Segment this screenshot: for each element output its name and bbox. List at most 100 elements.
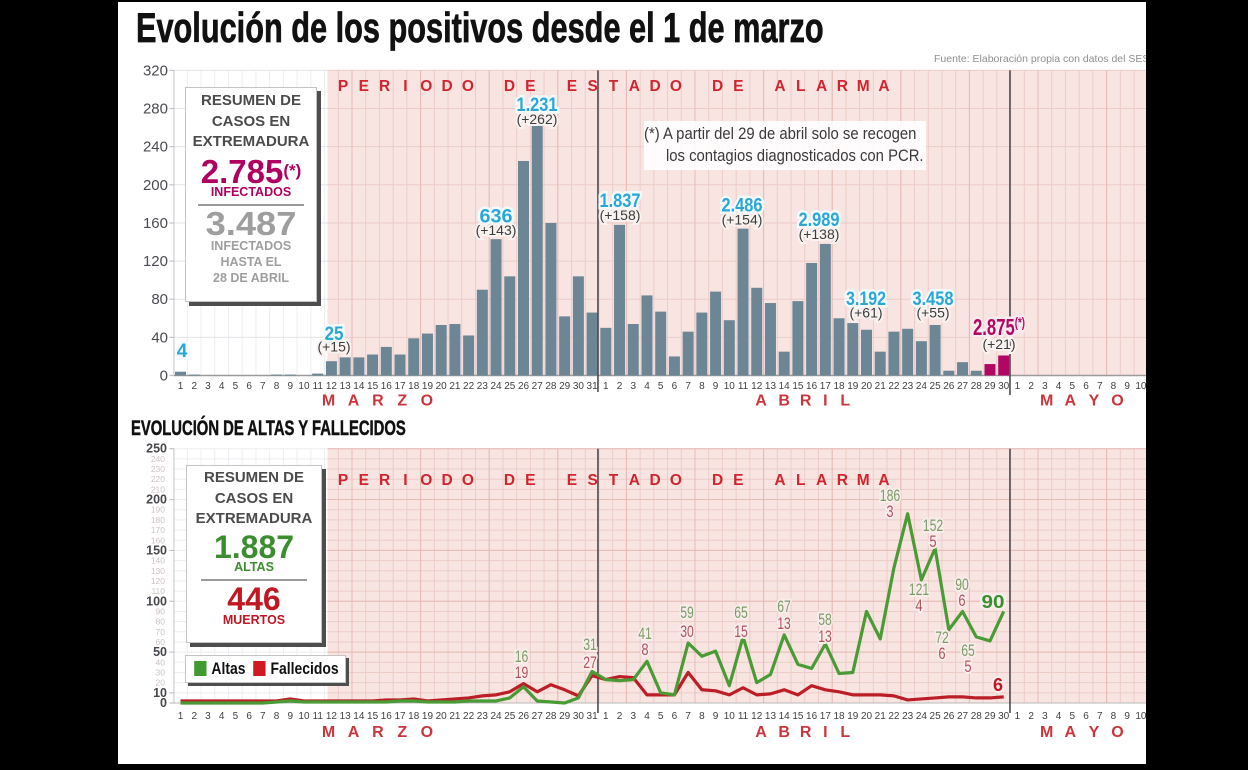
svg-text:R: R [372, 393, 384, 410]
svg-text:1: 1 [1015, 381, 1021, 392]
svg-text:26: 26 [518, 711, 530, 722]
svg-text:(+15): (+15) [317, 339, 350, 355]
svg-text:7: 7 [1097, 381, 1103, 392]
svg-text:D: D [441, 472, 452, 489]
svg-text:7: 7 [260, 711, 266, 722]
svg-text:(+158): (+158) [600, 207, 641, 223]
svg-text:3: 3 [630, 711, 636, 722]
svg-text:20: 20 [861, 381, 873, 392]
svg-text:5: 5 [233, 711, 239, 722]
svg-text:13: 13 [765, 381, 777, 392]
svg-text:A: A [348, 393, 360, 410]
svg-text:A: A [755, 393, 767, 410]
svg-text:30: 30 [156, 667, 166, 677]
svg-text:14: 14 [779, 381, 791, 392]
svg-text:0: 0 [160, 696, 167, 710]
svg-text:210: 210 [151, 484, 165, 494]
svg-text:29: 29 [984, 381, 996, 392]
svg-text:67: 67 [777, 598, 791, 616]
svg-text:4: 4 [177, 341, 188, 362]
svg-text:L: L [796, 472, 805, 489]
svg-text:6: 6 [938, 645, 945, 663]
svg-text:10: 10 [724, 711, 736, 722]
svg-text:16: 16 [381, 711, 393, 722]
svg-text:29: 29 [559, 711, 571, 722]
svg-text:6: 6 [246, 381, 252, 392]
svg-text:120: 120 [143, 253, 168, 270]
svg-text:O: O [1111, 724, 1123, 741]
svg-text:23: 23 [902, 711, 914, 722]
svg-text:3: 3 [886, 503, 893, 521]
svg-text:320: 320 [143, 62, 168, 79]
svg-text:220: 220 [151, 474, 165, 484]
svg-text:14: 14 [353, 711, 365, 722]
svg-text:R: R [379, 472, 390, 489]
svg-text:5: 5 [964, 658, 971, 676]
svg-text:2.486: 2.486 [722, 196, 763, 217]
svg-text:4: 4 [644, 381, 650, 392]
svg-text:100: 100 [146, 594, 167, 608]
svg-text:250: 250 [146, 442, 167, 456]
svg-text:27: 27 [957, 381, 969, 392]
svg-text:1: 1 [178, 711, 184, 722]
svg-text:31: 31 [583, 636, 597, 654]
svg-text:24: 24 [916, 711, 928, 722]
svg-text:B: B [778, 724, 790, 741]
svg-text:S: S [588, 472, 598, 489]
svg-text:17: 17 [820, 381, 832, 392]
svg-text:22: 22 [463, 711, 475, 722]
svg-text:9: 9 [287, 711, 293, 722]
svg-text:(+262): (+262) [517, 111, 558, 127]
svg-text:31: 31 [587, 381, 599, 392]
svg-text:11: 11 [738, 381, 749, 392]
svg-text:17: 17 [394, 381, 406, 392]
svg-text:E: E [567, 472, 577, 489]
svg-text:6: 6 [1083, 381, 1089, 392]
svg-text:21: 21 [449, 711, 461, 722]
svg-text:10: 10 [298, 711, 310, 722]
svg-text:E: E [567, 78, 577, 95]
svg-text:A: A [1065, 393, 1077, 410]
svg-text:16: 16 [515, 648, 529, 666]
svg-text:I: I [823, 724, 827, 741]
svg-text:R: R [379, 78, 390, 95]
svg-text:D: D [712, 78, 723, 95]
svg-text:11: 11 [313, 381, 324, 392]
svg-text:2: 2 [191, 381, 197, 392]
svg-text:130: 130 [151, 566, 165, 576]
svg-text:5: 5 [233, 381, 239, 392]
svg-text:7: 7 [685, 711, 691, 722]
svg-text:5: 5 [1070, 711, 1076, 722]
svg-text:B: B [778, 393, 790, 410]
svg-text:P: P [338, 78, 348, 95]
svg-text:8: 8 [1111, 381, 1117, 392]
svg-text:6: 6 [958, 592, 965, 610]
svg-text:10: 10 [1135, 711, 1146, 722]
svg-text:D: D [650, 472, 661, 489]
svg-text:25: 25 [504, 381, 516, 392]
svg-text:12: 12 [326, 381, 338, 392]
svg-text:2: 2 [1028, 381, 1034, 392]
svg-text:4: 4 [219, 711, 225, 722]
svg-text:A: A [348, 724, 360, 741]
svg-text:21: 21 [449, 381, 461, 392]
svg-text:R: R [837, 78, 848, 95]
svg-text:8: 8 [641, 641, 648, 659]
svg-text:E: E [525, 472, 535, 489]
svg-text:I: I [823, 393, 827, 410]
svg-text:A: A [1065, 724, 1077, 741]
svg-text:186: 186 [880, 487, 901, 505]
svg-text:200: 200 [146, 493, 167, 507]
svg-text:E: E [733, 472, 743, 489]
svg-text:120: 120 [151, 576, 165, 586]
svg-text:(+138): (+138) [799, 226, 840, 242]
svg-text:I: I [403, 472, 407, 489]
svg-text:T: T [609, 472, 619, 489]
svg-text:90: 90 [955, 576, 969, 594]
svg-text:90: 90 [156, 606, 166, 616]
svg-text:9: 9 [287, 381, 293, 392]
svg-text:12: 12 [326, 711, 338, 722]
svg-text:M: M [1040, 393, 1053, 410]
svg-text:58: 58 [818, 611, 832, 629]
svg-text:A: A [878, 78, 889, 95]
